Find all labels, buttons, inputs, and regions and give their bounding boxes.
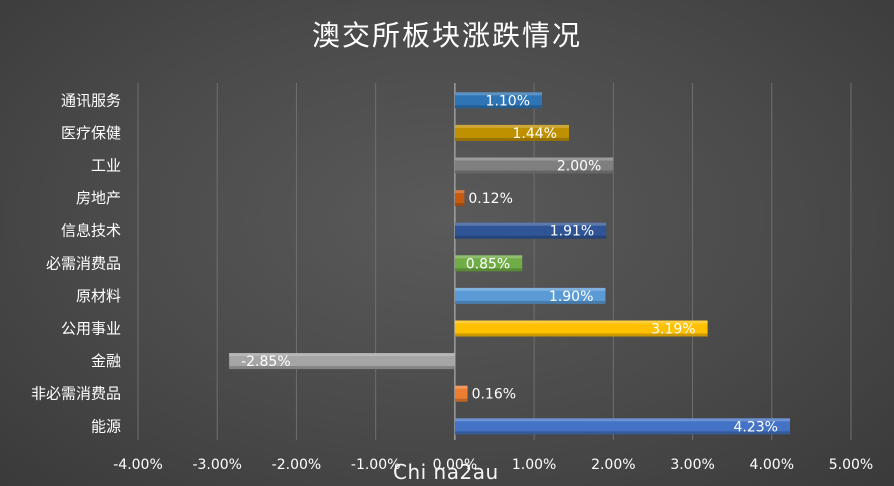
- data-label: 0.85%: [466, 256, 510, 272]
- bar-shadow: [454, 137, 569, 141]
- bar-highlight: [454, 287, 606, 291]
- x-tick-label: 2.00%: [591, 457, 635, 473]
- category-label: 必需消费品: [46, 254, 121, 272]
- data-label: 1.44%: [512, 126, 556, 142]
- x-tick-label: 1.00%: [512, 457, 556, 473]
- bar-shadow: [454, 170, 614, 174]
- category-label: 工业: [91, 157, 121, 175]
- data-label: 0.12%: [468, 191, 512, 207]
- bar-highlight: [454, 385, 468, 389]
- data-label: 1.90%: [549, 289, 593, 305]
- bar-highlight: [454, 92, 543, 96]
- bar: [454, 320, 708, 337]
- x-tick-label: -3.00%: [192, 457, 242, 473]
- x-tick-label: 0.00%: [433, 457, 477, 473]
- bar-highlight: [454, 124, 569, 128]
- chart-title: 澳交所板块涨跌情况: [311, 19, 582, 52]
- category-label: 非必需消费品: [31, 385, 121, 403]
- x-tick-label: -2.00%: [272, 457, 322, 473]
- category-label: 公用事业: [61, 320, 121, 338]
- data-label: 1.91%: [550, 224, 594, 240]
- x-tick-label: -1.00%: [351, 457, 401, 473]
- data-label: 2.00%: [557, 159, 601, 175]
- bar-highlight: [454, 418, 790, 422]
- bar: [454, 287, 606, 304]
- bar-shadow: [454, 300, 606, 304]
- bar-highlight: [454, 320, 708, 324]
- x-tick-label: -4.00%: [113, 457, 163, 473]
- bar-highlight: [454, 157, 614, 161]
- bar-shadow: [454, 268, 523, 272]
- bar: [454, 124, 569, 141]
- x-tick-label: 3.00%: [670, 457, 714, 473]
- x-tick-label: 5.00%: [829, 457, 873, 473]
- bar: [454, 157, 614, 174]
- bar-highlight: [454, 190, 465, 194]
- category-label: 能源: [91, 417, 121, 435]
- data-label: 3.19%: [651, 322, 695, 338]
- bar: [454, 418, 790, 435]
- bar-shadow: [454, 105, 543, 109]
- category-label: 金融: [91, 352, 121, 370]
- bar: [454, 222, 607, 239]
- bar: [229, 353, 455, 370]
- bar-shadow: [454, 398, 468, 402]
- data-label: -2.85%: [241, 354, 291, 370]
- data-label: 1.10%: [486, 93, 530, 109]
- watermark: Chi na2au: [393, 460, 499, 484]
- bar: [454, 190, 465, 207]
- bar-shadow: [454, 333, 708, 337]
- category-label: 医疗保健: [61, 124, 121, 142]
- bar: [454, 385, 468, 402]
- category-label: 房地产: [76, 189, 121, 207]
- category-label: 原材料: [76, 287, 121, 305]
- bar: [454, 255, 523, 272]
- bar-shadow: [454, 203, 465, 207]
- bar-shadow: [454, 235, 607, 239]
- data-label: 0.16%: [472, 387, 516, 403]
- bar: [454, 92, 543, 109]
- category-label: 信息技术: [61, 222, 121, 240]
- x-tick-label: 4.00%: [750, 457, 794, 473]
- bar-shadow: [229, 366, 455, 370]
- bar-highlight: [454, 255, 523, 259]
- data-label: 4.23%: [734, 419, 778, 435]
- category-label: 通讯服务: [61, 91, 121, 109]
- bar-shadow: [454, 431, 790, 435]
- bar-highlight: [229, 353, 455, 357]
- bar-highlight: [454, 222, 607, 226]
